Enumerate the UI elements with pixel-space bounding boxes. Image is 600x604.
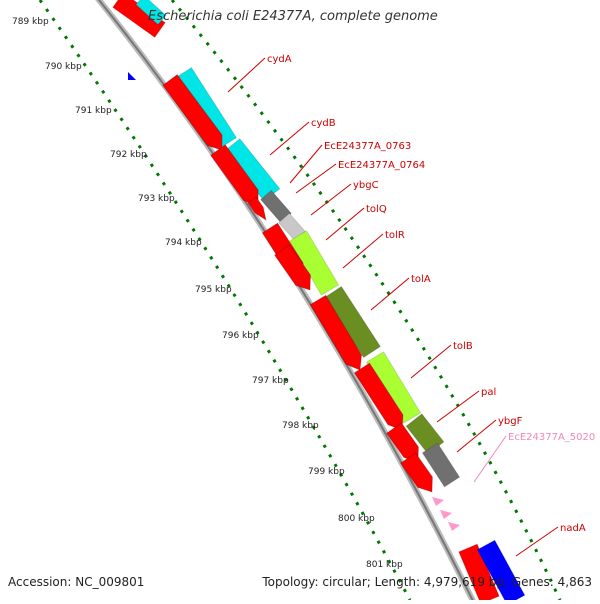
- lightgray-feature-ybgC: [278, 212, 306, 242]
- tick-label: 798 kbp: [282, 421, 319, 431]
- tick-label: 790 kbp: [45, 62, 82, 72]
- gene-label: EcE24377A_0764: [338, 160, 425, 171]
- tick-label: 797 kbp: [252, 376, 289, 386]
- blue-feature-nadA: [476, 539, 526, 604]
- gene-label: ybgC: [353, 180, 379, 191]
- leader-line: [227, 57, 266, 93]
- gene-label: tolR: [385, 230, 405, 241]
- tick-label: 789 kbp: [12, 17, 49, 27]
- pink-feature: [432, 497, 444, 506]
- tick-label: 793 kbp: [138, 194, 175, 204]
- cds-arrow-5: [273, 244, 311, 291]
- olive-feature-pal: [405, 413, 445, 455]
- tick-label: 792 kbp: [110, 150, 147, 160]
- cds-arrow-1: [162, 73, 223, 151]
- pink-feature: [448, 522, 460, 531]
- leader-line: [310, 183, 352, 216]
- leader-line: [410, 344, 452, 379]
- cds-arrow-3: [247, 196, 267, 222]
- tick-label: 801 kbp: [366, 560, 403, 570]
- leader-line: [436, 390, 480, 423]
- tick-label: 796 kbp: [222, 331, 259, 341]
- yellowgreen-feature-tolQ: [288, 230, 340, 296]
- tick-label: 799 kbp: [308, 467, 345, 477]
- map-title: Escherichia coli E24377A, complete genom…: [148, 9, 438, 24]
- cds-arrow-7: [353, 362, 404, 431]
- cds-arrow-6: [309, 294, 363, 371]
- gene-label: EcE24377A_5020: [508, 432, 595, 443]
- tick-label: 795 kbp: [195, 285, 232, 295]
- gene-label: pal: [481, 387, 496, 398]
- leader-line: [370, 277, 410, 311]
- leader-line: [269, 121, 310, 156]
- accession-label: Accession: NC_009801: [8, 575, 145, 589]
- gene-label: nadA: [560, 523, 586, 534]
- blue-marker: [128, 72, 136, 80]
- tick-label: 800 kbp: [338, 514, 375, 524]
- backbone-arc: [95, 0, 478, 604]
- gene-label: tolQ: [366, 204, 387, 215]
- cds-arrow-2: [210, 144, 259, 206]
- tick-label: 794 kbp: [165, 238, 202, 248]
- gene-label: tolA: [411, 274, 431, 285]
- cds-arrow-9: [399, 452, 433, 493]
- genome-summary: Topology: circular; Length: 4,979,619 bp…: [262, 575, 592, 589]
- gray-feature-0763: [260, 189, 292, 224]
- gene-label: cydB: [311, 118, 336, 129]
- leader-line: [515, 526, 559, 557]
- inner-dots: [38, 0, 412, 601]
- backbone-line: [97, 0, 476, 604]
- leader-line: [325, 207, 365, 241]
- tick-label: 791 kbp: [75, 106, 112, 116]
- pink-feature: [440, 510, 452, 519]
- gene-label: cydA: [267, 54, 292, 65]
- leader-line: [456, 419, 497, 453]
- leader-line: [473, 435, 507, 483]
- cds-feature-bottom: [458, 543, 500, 604]
- cyan-feature-top: [135, 0, 167, 26]
- gene-label: EcE24377A_0763: [324, 141, 411, 152]
- leader-line: [342, 233, 384, 269]
- gene-label: ybgF: [498, 416, 523, 427]
- leader-line: [289, 144, 323, 184]
- cds-feature-top: [112, 0, 166, 39]
- gray-feature-ybgF: [421, 442, 461, 488]
- cds-arrow-8: [385, 422, 419, 463]
- gene-label: tolB: [453, 341, 473, 352]
- leader-line: [295, 163, 337, 194]
